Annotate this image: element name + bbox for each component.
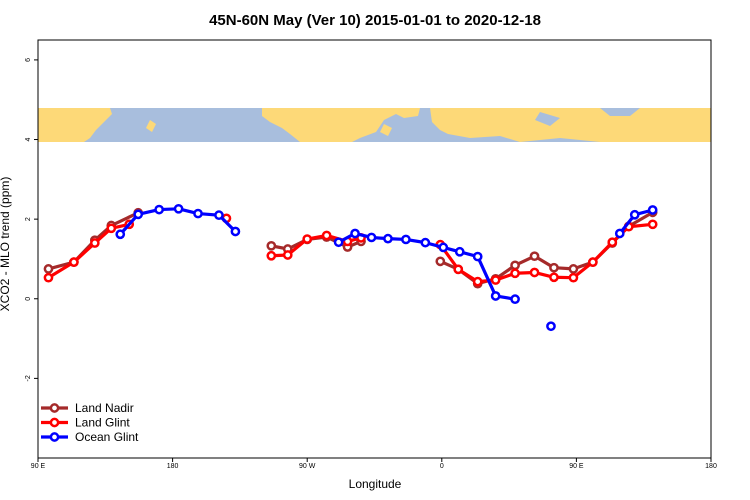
legend-marker-land-nadir bbox=[49, 403, 60, 413]
land-glint-point bbox=[549, 272, 559, 283]
x-tick-label: 0 bbox=[440, 463, 444, 470]
ocean-glint-point bbox=[366, 232, 377, 243]
y-axis-label: XCO2 - MLO trend (ppm) bbox=[0, 177, 12, 312]
land-glint-point bbox=[529, 267, 540, 278]
y-tick-label: 0 bbox=[25, 297, 32, 301]
y-axis: -2 0 2 4 6 bbox=[25, 58, 38, 381]
land-glint-point bbox=[607, 237, 618, 248]
land-glint-point bbox=[490, 275, 501, 285]
legend-label-land-nadir: Land Nadir bbox=[75, 401, 134, 415]
land-glint-point bbox=[89, 238, 100, 248]
x-tick-label: 180 bbox=[167, 463, 179, 470]
land-glint-point bbox=[266, 250, 277, 261]
land-glint-point bbox=[282, 250, 293, 260]
world-map-band bbox=[38, 108, 711, 142]
land-glint-point bbox=[69, 257, 79, 267]
ocean-glint-point bbox=[350, 228, 360, 239]
land-glint-point bbox=[472, 276, 483, 287]
x-tick-label: 90 E bbox=[569, 463, 584, 470]
land-glint-point bbox=[453, 264, 464, 275]
ocean-glint-point bbox=[420, 237, 431, 248]
plot-frame bbox=[37, 39, 712, 459]
map-land-3 bbox=[380, 124, 392, 136]
ocean-glint-point bbox=[133, 209, 144, 220]
land-glint-point bbox=[43, 272, 54, 283]
x-axis-label: Longitude bbox=[349, 477, 402, 491]
ocean-glint-point bbox=[647, 205, 658, 215]
land-nadir-point bbox=[568, 264, 579, 274]
ocean-glint-point bbox=[115, 229, 126, 240]
ocean-glint-point bbox=[472, 251, 483, 262]
ocean-glint-point bbox=[454, 246, 465, 257]
ocean-glint-point bbox=[154, 204, 164, 215]
y-tick-label: 4 bbox=[25, 137, 32, 141]
land-nadir-point bbox=[510, 260, 520, 271]
x-tick-label: 180 bbox=[705, 463, 717, 470]
ocean-glint-point bbox=[230, 226, 241, 237]
land-nadir-point bbox=[43, 264, 54, 274]
ocean-glint-point bbox=[546, 321, 556, 332]
ocean-glint-point bbox=[629, 209, 640, 220]
ocean-glint-point bbox=[333, 237, 344, 248]
map-land-4 bbox=[430, 108, 711, 142]
legend-marker-land-glint bbox=[49, 417, 60, 428]
x-axis: 90 E 180 90 W 0 90 E 180 bbox=[31, 458, 717, 470]
map-land-0 bbox=[38, 108, 112, 142]
land-nadir-point bbox=[435, 256, 446, 267]
map-land-2 bbox=[262, 108, 420, 142]
y-tick-label: 2 bbox=[25, 217, 32, 221]
ocean-glint-point bbox=[438, 242, 449, 253]
x-tick-label: 90 E bbox=[31, 463, 46, 470]
land-glint-point bbox=[647, 219, 658, 230]
land-nadir-point bbox=[266, 240, 277, 251]
ocean-glint-point bbox=[173, 203, 184, 214]
legend-label-ocean-glint: Ocean Glint bbox=[75, 430, 139, 444]
ocean-glint-point bbox=[383, 233, 393, 244]
map-sea-1 bbox=[600, 108, 640, 116]
land-glint-point bbox=[106, 223, 117, 234]
land-nadir-line bbox=[439, 210, 654, 286]
land-glint-point bbox=[321, 230, 332, 241]
ocean-glint-point bbox=[510, 294, 520, 305]
legend-label-land-glint: Land Glint bbox=[75, 416, 130, 430]
land-glint-point bbox=[510, 268, 520, 279]
map-sea-0 bbox=[535, 112, 560, 126]
y-tick-label: -2 bbox=[25, 375, 32, 381]
ocean-glint-point bbox=[490, 291, 501, 301]
land-nadir-point bbox=[549, 262, 559, 273]
y-tick-label: 6 bbox=[25, 58, 32, 62]
series-layer bbox=[43, 203, 658, 332]
chart-title: 45N-60N May (Ver 10) 2015-01-01 to 2020-… bbox=[209, 12, 541, 29]
ocean-glint-point bbox=[401, 234, 411, 245]
ocean-glint-point bbox=[193, 208, 203, 219]
legend-marker-ocean-glint bbox=[49, 432, 60, 442]
x-tick-label: 90 W bbox=[299, 463, 316, 470]
land-glint-point bbox=[588, 257, 598, 267]
map-land-1 bbox=[146, 120, 156, 132]
land-glint-point bbox=[568, 272, 579, 283]
land-glint-point bbox=[302, 234, 313, 244]
ocean-glint-point bbox=[214, 210, 224, 221]
ocean-glint-point bbox=[614, 228, 625, 239]
land-nadir-point bbox=[529, 251, 540, 262]
